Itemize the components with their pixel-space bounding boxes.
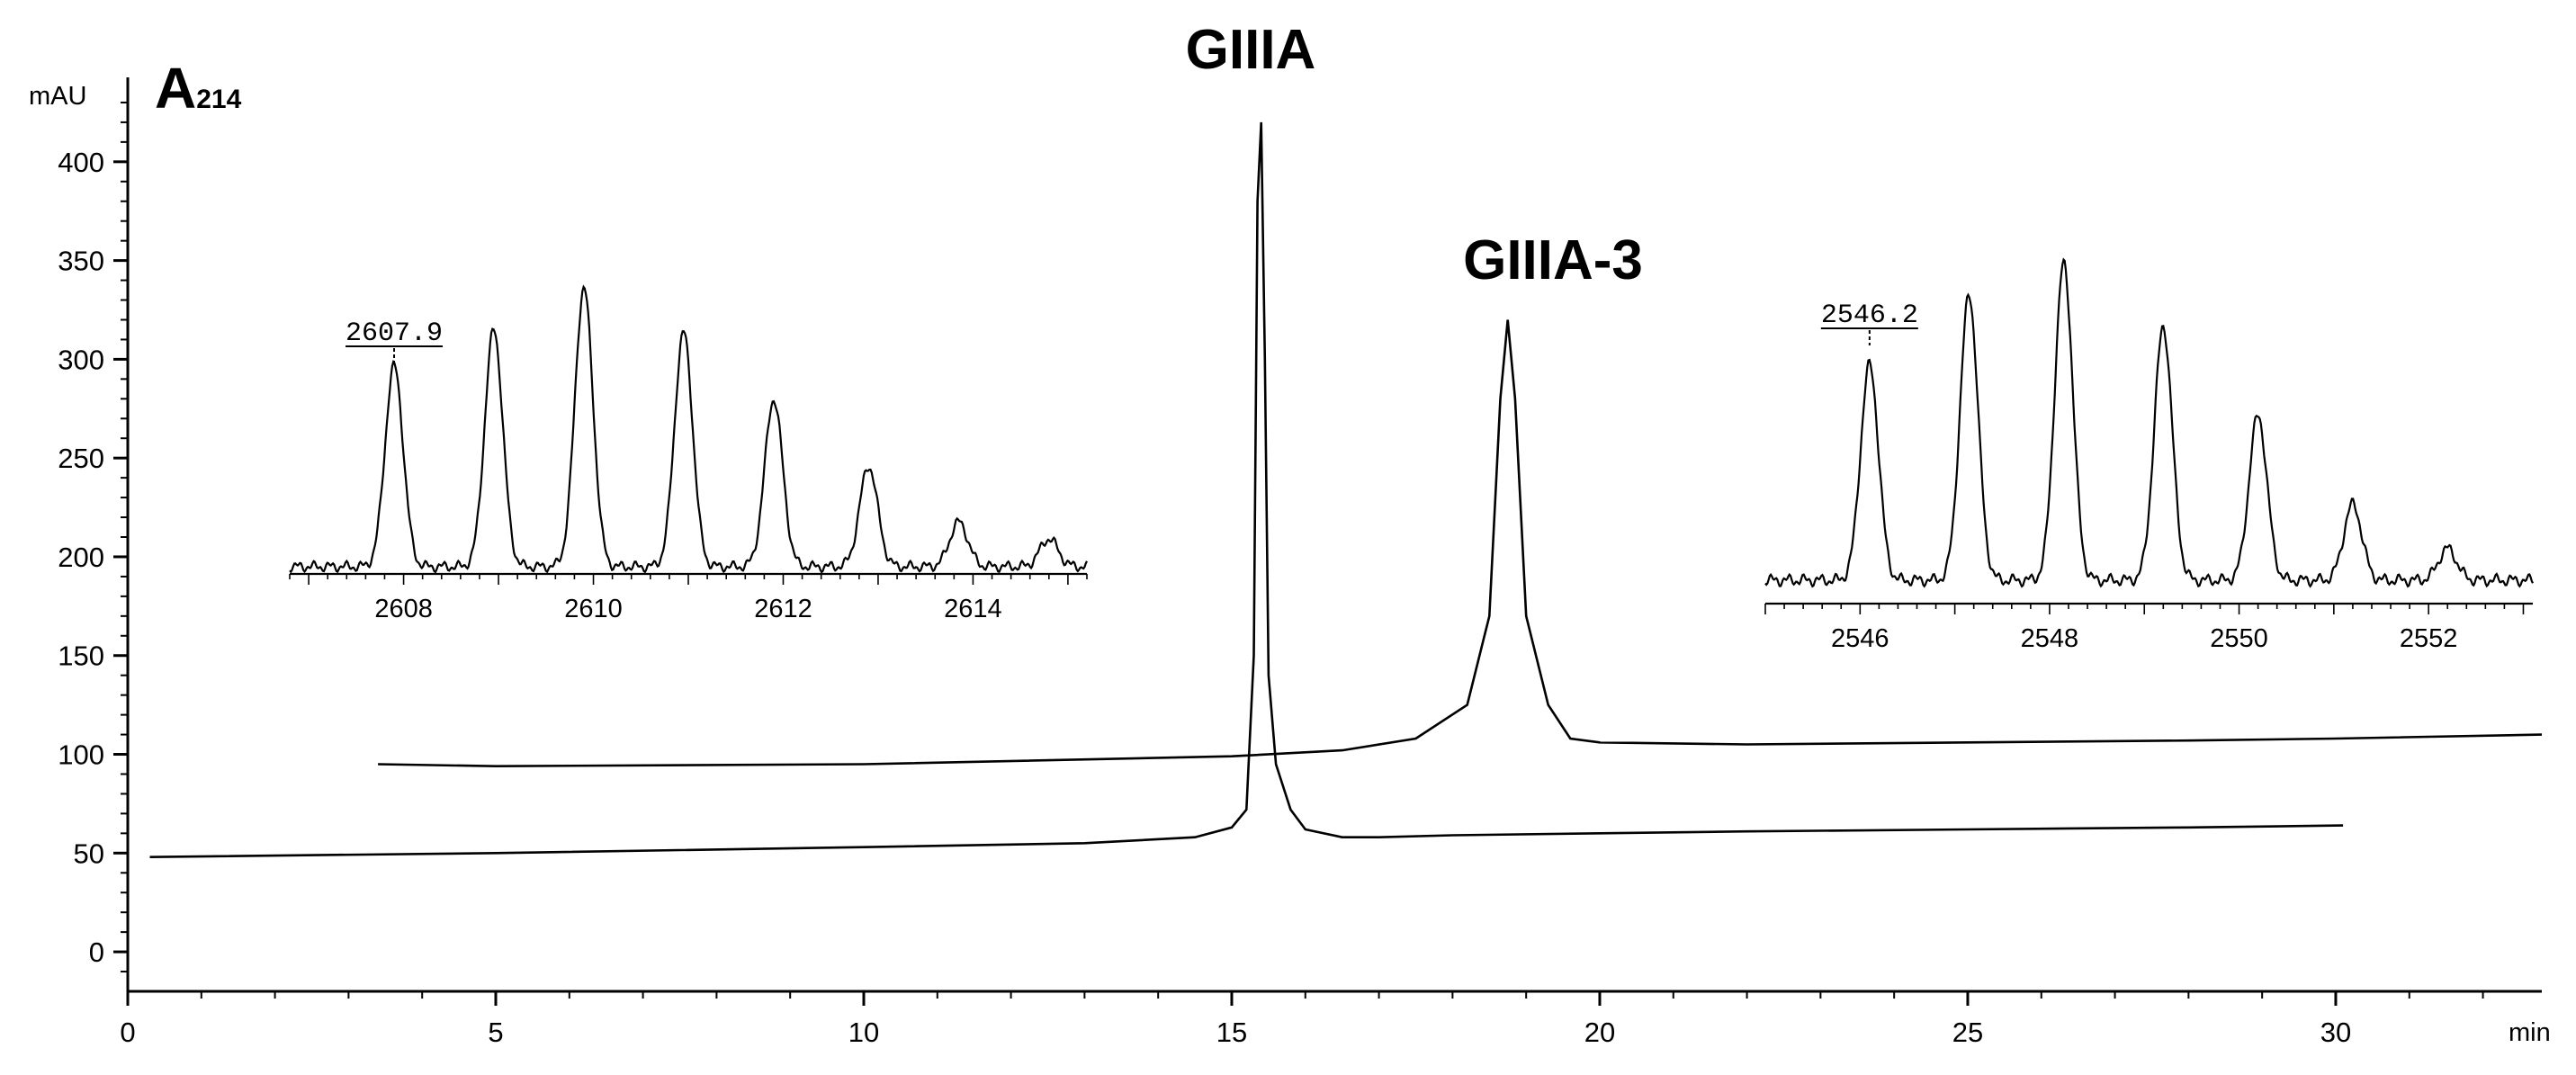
x-tick-label: 30 [2320,1017,2351,1048]
main-traces [149,121,2543,858]
inset-left-mass-spectrum: 2608 2610 2612 2614 2607.9 [289,284,1088,623]
inset-right-tick-label: 2548 [2021,624,2079,653]
peak-label-2: GIIIA-3 [1463,229,1643,291]
x-tick-label: 5 [488,1017,503,1048]
inset-right-tick-label: 2552 [2400,624,2458,653]
inset-left-tick-label: 2608 [374,595,433,623]
y-tick-label: 150 [58,641,104,672]
channel-label: A214 [155,56,242,121]
chromatogram-trace-1 [149,121,2344,858]
inset-right-spectrum-trace [1764,257,2534,588]
chart-labels: mAU min A214 GIIIA GIIIA-3 [29,19,2551,1047]
peak-label-1: GIIIA [1186,19,1316,81]
y-tick-label: 200 [58,542,104,573]
inset-right-tick-label: 2546 [1831,624,1889,653]
y-tick-label: 0 [89,936,104,968]
inset-left-peak-annotation: 2607.9 [346,318,443,349]
y-tick-label: 100 [58,739,104,771]
inset-right-mass-spectrum: 2546 2548 2550 2552 2546.2 [1764,257,2534,653]
y-axis-label: mAU [29,82,86,111]
inset-left-tick-label: 2610 [564,595,623,623]
y-tick-label: 300 [58,344,104,375]
x-tick-label: 20 [1584,1017,1615,1048]
y-tick-label: 250 [58,443,104,474]
x-tick-label: 25 [1952,1017,1983,1048]
y-tick-label: 50 [74,838,104,869]
inset-left-tick-label: 2614 [944,595,1002,623]
x-tick-label: 15 [1216,1017,1247,1048]
y-tick-label: 350 [58,246,104,277]
x-axis-label: min [2509,1018,2551,1047]
x-tick-label: 10 [848,1017,879,1048]
inset-right-tick-label: 2550 [2210,624,2268,653]
main-axes: 0 50 100 150 200 250 300 350 400 0 5 10 15 20 25 30 [58,77,2542,1048]
chromatogram-trace-2 [378,319,2543,768]
x-tick-label: 0 [120,1017,135,1048]
inset-left-tick-label: 2612 [754,595,812,623]
y-tick-label: 400 [58,147,104,178]
inset-right-peak-annotation: 2546.2 [1821,300,1918,331]
inset-left-spectrum-trace [289,284,1088,574]
